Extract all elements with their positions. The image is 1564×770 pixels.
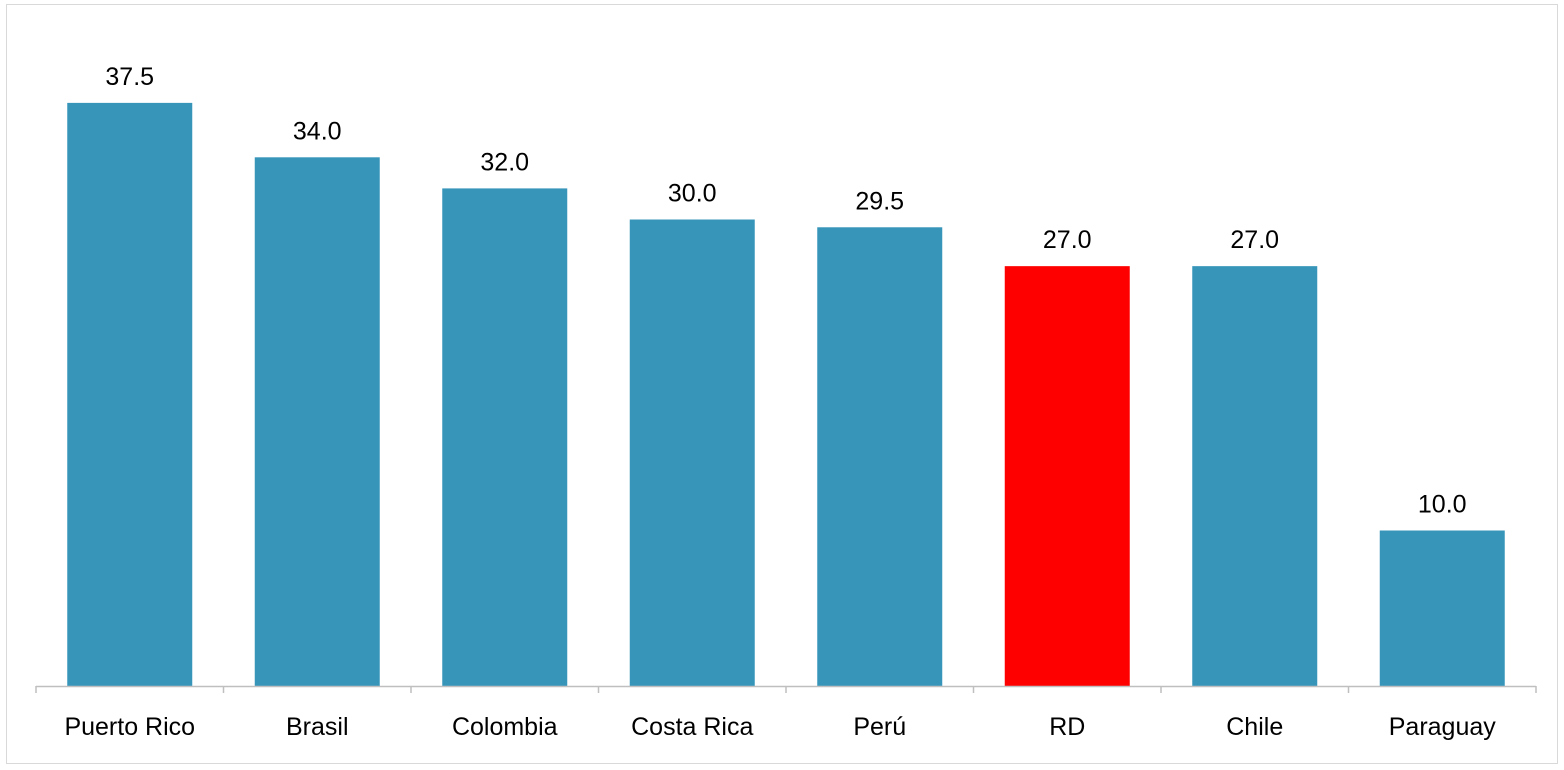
bar-brasil [254,157,380,687]
x-tick-label: Colombia [452,713,558,741]
x-tick-label: Perú [853,713,906,741]
x-tick-label: Paraguay [1389,713,1497,741]
data-label: 27.0 [1043,226,1092,254]
bar-puerto-rico [67,102,193,686]
x-axis [35,685,1537,693]
data-label: 37.5 [105,63,154,91]
bars-layer [67,102,1505,687]
data-label: 29.5 [855,187,904,215]
bar-chart: 37.5 34.0 32.0 30.0 29.5 27.0 27.0 10.0 Puerto … [35,63,1537,741]
data-label: 10.0 [1418,491,1467,519]
x-tick-label: RD [1049,713,1085,741]
bar-chile [1192,266,1318,686]
bar-per- [817,227,943,686]
chart-frame: 37.5 34.0 32.0 30.0 29.5 27.0 27.0 10.0 Puerto … [6,4,1558,764]
x-tick-label: Puerto Rico [64,713,195,741]
bar-rd [1004,266,1130,686]
x-tick-labels: Puerto Rico Brasil Colombia Costa Rica Perú R… [64,713,1496,741]
data-label: 32.0 [480,148,529,176]
data-label: 34.0 [293,117,342,145]
value-labels-layer: 37.5 34.0 32.0 30.0 29.5 27.0 27.0 10.0 [105,63,1466,519]
data-label: 30.0 [668,180,717,208]
data-label: 27.0 [1230,226,1279,254]
x-tick-label: Brasil [286,713,349,741]
bar-colombia [442,188,568,686]
bar-costa-rica [629,219,755,686]
bar-paraguay [1379,530,1505,686]
x-tick-label: Costa Rica [631,713,753,741]
x-tick-label: Chile [1226,713,1283,741]
